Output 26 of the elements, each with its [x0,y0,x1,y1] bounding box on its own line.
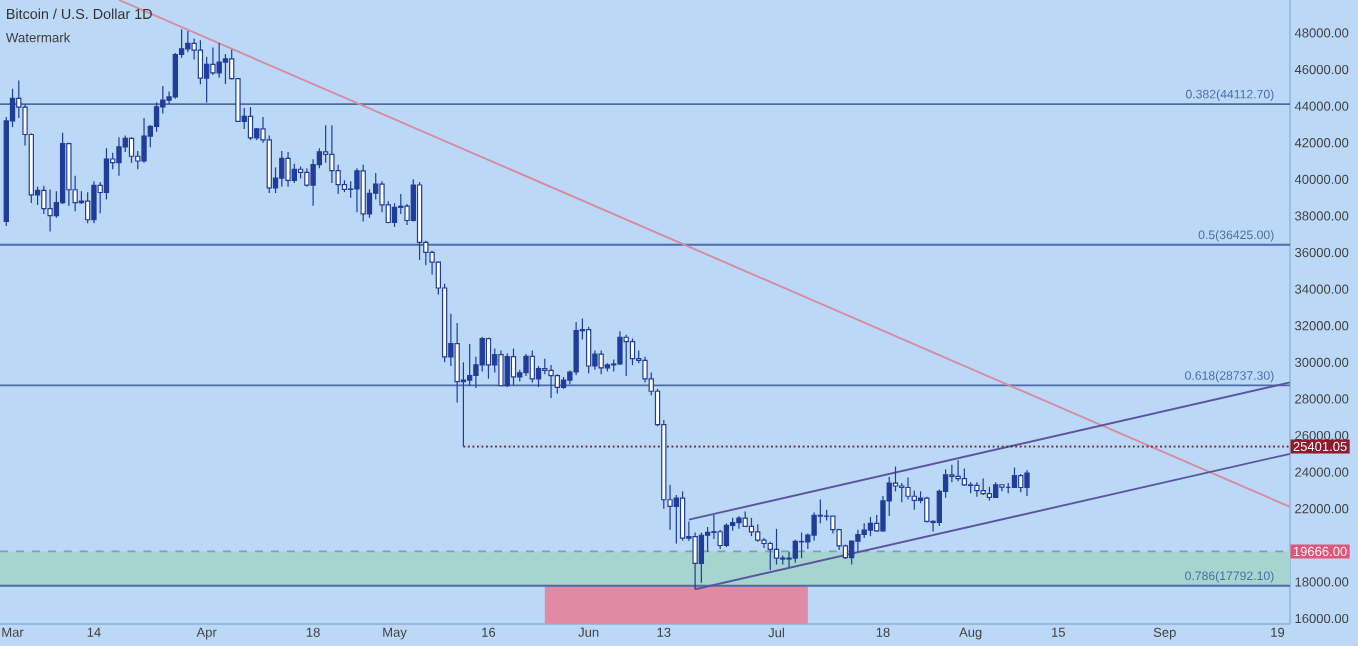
candlestick [811,511,817,542]
candlestick [855,529,861,553]
candlestick [141,117,147,164]
candlestick [116,136,122,177]
candlestick [548,364,554,399]
candlestick [573,321,579,376]
candlestick [91,180,97,224]
candlestick [642,356,648,384]
candlestick [1024,469,1030,497]
candlestick [974,481,980,498]
candlestick [329,124,335,184]
candlestick [354,167,360,213]
candlestick [454,322,460,404]
candlestick [711,514,717,540]
candlestick [322,124,329,164]
candlestick [736,515,742,530]
candlestick [185,30,191,53]
candlestick [285,151,291,188]
candlestick [210,46,216,76]
candlestick [310,158,316,207]
candlestick [523,353,529,377]
candlestick [955,459,961,482]
candlestick [692,531,698,590]
candlestick [761,537,767,549]
candlestick [47,188,53,233]
candlestick [905,477,911,501]
